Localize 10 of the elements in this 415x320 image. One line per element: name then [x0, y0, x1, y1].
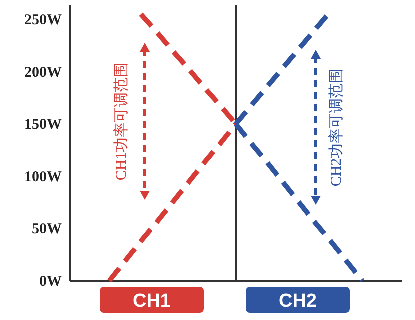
annotation: CH1功率可调范围 [114, 62, 130, 181]
annotation: CH1 [100, 287, 204, 313]
y-tick: 250W [24, 12, 62, 29]
y-tick: 50W [32, 222, 62, 238]
y-tick: 0W [40, 274, 62, 290]
annotation: CH2功率可调范围 [329, 68, 345, 187]
annotation: CH2 [246, 287, 350, 313]
y-tick: 200W [24, 64, 62, 81]
y-tick: 150W [24, 117, 62, 134]
y-tick: 100W [24, 169, 62, 186]
